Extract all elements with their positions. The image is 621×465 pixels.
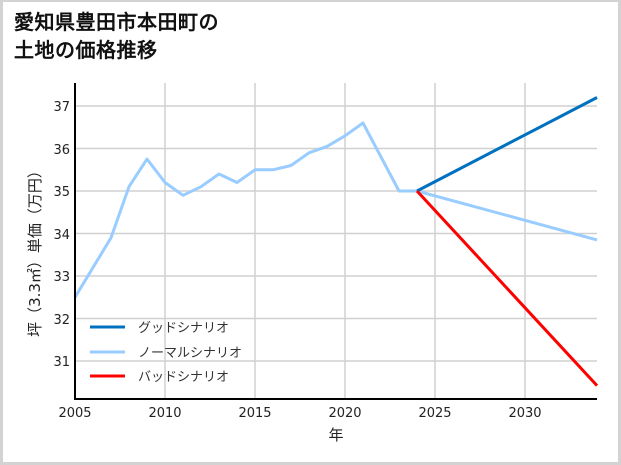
y-tick-36: 36 [53,143,70,158]
x-tick-2010: 2010 [148,406,181,421]
y-tick-35: 35 [53,185,70,200]
chart-title: 愛知県豊田市本田町の 土地の価格推移 [14,8,219,64]
y-tick-32: 32 [53,313,70,328]
x-tick-labels: 2005 2010 2015 2020 2025 2030 [58,406,541,421]
legend: グッドシナリオ ノーマルシナリオ バッドシナリオ [90,321,242,385]
legend-item-normal: ノーマルシナリオ [90,346,242,361]
x-tick-2015: 2015 [238,406,271,421]
y-tick-labels: 37 36 35 34 33 32 31 [53,100,70,370]
y-tick-33: 33 [53,270,70,285]
series-good [416,96,598,193]
legend-label-bad: バッドシナリオ [138,370,229,385]
y-tick-37: 37 [53,100,70,115]
y-tick-34: 34 [53,228,70,243]
series-lines [73,96,599,387]
x-tick-2025: 2025 [418,406,451,421]
chart-title-line2: 土地の価格推移 [14,38,158,62]
legend-item-bad: バッドシナリオ [90,370,229,385]
legend-item-good: グッドシナリオ [90,321,229,336]
y-tick-31: 31 [53,355,70,370]
y-axis-label: 坪（3.3㎡）単価（万円） [26,163,44,337]
x-tick-2005: 2005 [58,406,91,421]
chart-title-line1: 愛知県豊田市本田町の [14,10,219,34]
x-tick-2030: 2030 [508,406,541,421]
series-normal [73,121,598,299]
series-bad [415,189,599,387]
grid [75,83,597,399]
x-tick-2020: 2020 [328,406,361,421]
legend-label-good: グッドシナリオ [138,321,229,336]
x-axis-label: 年 [328,426,343,444]
legend-label-normal: ノーマルシナリオ [138,346,242,361]
